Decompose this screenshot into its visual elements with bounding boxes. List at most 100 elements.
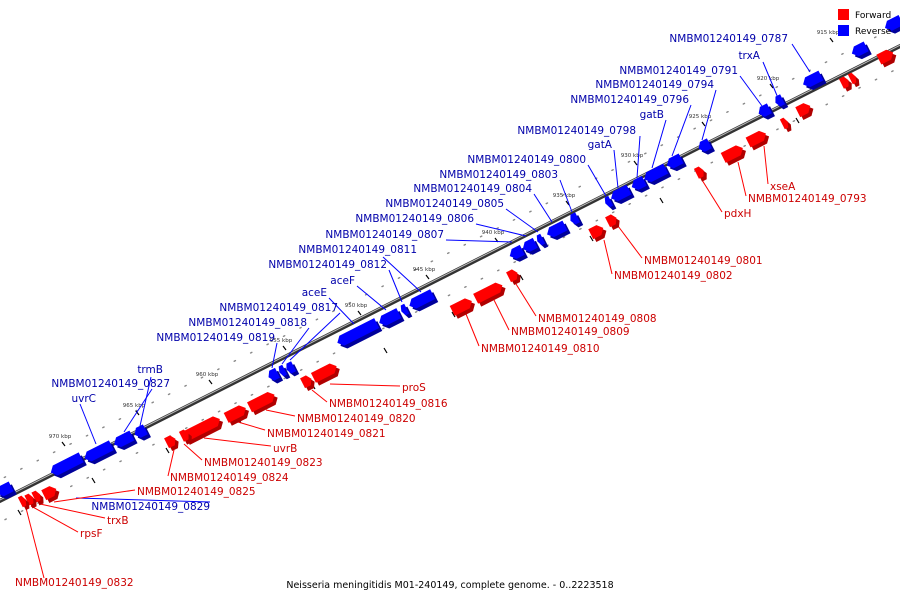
- gene-body: [379, 308, 402, 326]
- gene-arrow-nmbm01240149-0796[interactable]: [664, 153, 687, 174]
- gene-arrow-trmb[interactable]: [132, 424, 151, 443]
- gene-label-nmbm01240149-0791: NMBM01240149_0791: [619, 65, 738, 77]
- gene-arrow-nmbm01240149-0832[interactable]: [17, 494, 31, 511]
- gene-arrow-nmbm01240149-0823[interactable]: [178, 428, 194, 446]
- legend-reverse-label: Reverse: [855, 27, 892, 37]
- leader-line: [30, 505, 79, 533]
- gene-label-rpsf: rpsF: [80, 528, 103, 540]
- gene-arrow-uvrc[interactable]: [82, 440, 118, 468]
- tick-mark: [425, 274, 430, 280]
- gene-arrow-fwd-5[interactable]: [779, 116, 793, 133]
- gene-arrows[interactable]: [0, 14, 900, 511]
- gene-arrow-rev-b[interactable]: [48, 452, 87, 481]
- leader-line: [139, 376, 152, 427]
- genome-caption: Neisseria meningitidis M01-240149, compl…: [286, 580, 613, 591]
- gene-body: [17, 495, 27, 508]
- leader-line: [475, 223, 527, 237]
- gene-arrow-nmbm01240149-0807[interactable]: [507, 244, 528, 264]
- gene-arrow-nmbm01240149-0808[interactable]: [506, 267, 523, 286]
- gene-body: [758, 103, 772, 117]
- gene-arrow-rpsf[interactable]: [24, 492, 38, 509]
- gene-arrow-nmbm01240149-0804[interactable]: [545, 220, 571, 243]
- gene-arrow-nmbm01240149-0825[interactable]: [41, 483, 62, 503]
- gene-label-nmbm01240149-0829: NMBM01240149_0829: [91, 501, 210, 513]
- gene-arrow-fwd-3[interactable]: [847, 71, 861, 88]
- gene-arrow-xsea[interactable]: [745, 128, 772, 151]
- leader-line: [737, 161, 747, 197]
- gene-body: [698, 138, 712, 152]
- gene-arrow-nmbm01240149-0811[interactable]: [407, 289, 439, 315]
- gene-arrow-nmbm01240149-0821[interactable]: [223, 402, 252, 426]
- gene-arrow-fwd-2[interactable]: [838, 75, 854, 93]
- gene-arrow-nmbm01240149-0820[interactable]: [247, 389, 280, 416]
- leader-line: [79, 403, 97, 445]
- leader-line: [617, 225, 643, 259]
- leader-line: [763, 145, 769, 185]
- leader-line: [356, 285, 387, 311]
- gene-arrow-nmbm01240149-0829[interactable]: [0, 481, 17, 502]
- gene-arrow-nmbm01240149-0794[interactable]: [696, 138, 715, 157]
- gene-arrow-nmbm01240149-0806[interactable]: [520, 237, 541, 257]
- gene-arrow-nmbm01240149-0800[interactable]: [603, 195, 617, 212]
- gene-arrow-uvrb[interactable]: [181, 413, 226, 445]
- gene-arrow-nmbm01240149-0819[interactable]: [266, 367, 284, 386]
- tick-mark: [565, 200, 570, 206]
- gene-body: [409, 289, 436, 309]
- gene-arrow-nmbm01240149-0803[interactable]: [568, 212, 584, 230]
- leader-line: [25, 507, 45, 579]
- gene-arrow-nmbm01240149-0787[interactable]: [849, 41, 872, 62]
- tick-mark: [829, 37, 834, 43]
- gene-label-nmbm01240149-0832: NMBM01240149_0832: [15, 577, 134, 589]
- gene-arrow-nmbm01240149-0817[interactable]: [284, 361, 300, 379]
- dotted-line-lower: [0, 66, 900, 523]
- gene-arrow-fwd-8[interactable]: [605, 212, 622, 231]
- gene-body: [775, 94, 786, 107]
- gene-arrow-trxb[interactable]: [31, 489, 45, 506]
- gene-arrow-nmbm01240149-0801[interactable]: [588, 222, 609, 242]
- gene-arrow-fwd-1[interactable]: [876, 47, 898, 68]
- tick-mark: [165, 447, 170, 454]
- gene-arrow-nmbm01240149-0824[interactable]: [164, 433, 181, 452]
- leader-line: [603, 239, 613, 275]
- gene-arrow-nmbm01240149-0810[interactable]: [449, 295, 478, 319]
- leader-line: [237, 421, 266, 431]
- gene-label-nmbm01240149-0824: NMBM01240149_0824: [170, 472, 289, 484]
- gene-arrow-nmbm01240149-0809[interactable]: [473, 280, 508, 308]
- gene-label-uvrc: uvrC: [71, 393, 96, 405]
- gene-arrow-nmbm01240149-0812[interactable]: [399, 303, 413, 320]
- gene-arrow-fwd-4[interactable]: [795, 100, 816, 120]
- gene-arrow-nmbm01240149-0816[interactable]: [300, 373, 317, 392]
- scale-ticks: 915 kbp 920 kbp 925 kbp 930 kbp 935 kbp 940 k…: [17, 30, 840, 516]
- gene-arrow-gatb[interactable]: [642, 163, 672, 188]
- gene-label-xsea: xseA: [770, 181, 796, 193]
- gene-body: [803, 70, 824, 88]
- leader-line: [39, 503, 106, 519]
- dotted-line-upper: [0, 24, 900, 481]
- tick-mark: [91, 477, 96, 484]
- gene-arrow-nmbm01240149-0793[interactable]: [720, 142, 749, 166]
- gene-label-nmbm01240149-0787: NMBM01240149_0787: [669, 33, 788, 45]
- gene-arrow-pdxh[interactable]: [693, 165, 709, 183]
- gene-arrow-nmbm01240149-0805[interactable]: [535, 233, 549, 250]
- gene-arrow-acef[interactable]: [377, 307, 405, 331]
- gene-body: [847, 72, 857, 85]
- gene-label-trmb: trmB: [137, 364, 163, 376]
- gene-arrow-gata[interactable]: [609, 184, 635, 207]
- gene-body: [181, 416, 220, 442]
- gene-body: [631, 175, 647, 190]
- gene-body: [164, 435, 176, 449]
- gene-arrow-pros[interactable]: [310, 361, 342, 387]
- gene-arrow-trxa[interactable]: [801, 70, 827, 93]
- gene-arrow-nmbm01240149-0827[interactable]: [112, 430, 138, 453]
- leader-line: [636, 135, 641, 179]
- gene-arrow-nmbm01240149-0818[interactable]: [277, 364, 291, 381]
- gene-arrow-nmbm01240149-0798[interactable]: [629, 175, 650, 195]
- leader-line: [329, 383, 401, 387]
- gene-arrow-rev-top[interactable]: [882, 14, 900, 36]
- gene-label-nmbm01240149-0805: NMBM01240149_0805: [385, 198, 504, 210]
- gene-arrow-rev-a[interactable]: [773, 94, 789, 112]
- gene-arrow-nmbm01240149-0791[interactable]: [756, 103, 775, 122]
- legend-forward-label: Forward: [855, 11, 891, 21]
- gene-arrow-acee[interactable]: [335, 317, 383, 351]
